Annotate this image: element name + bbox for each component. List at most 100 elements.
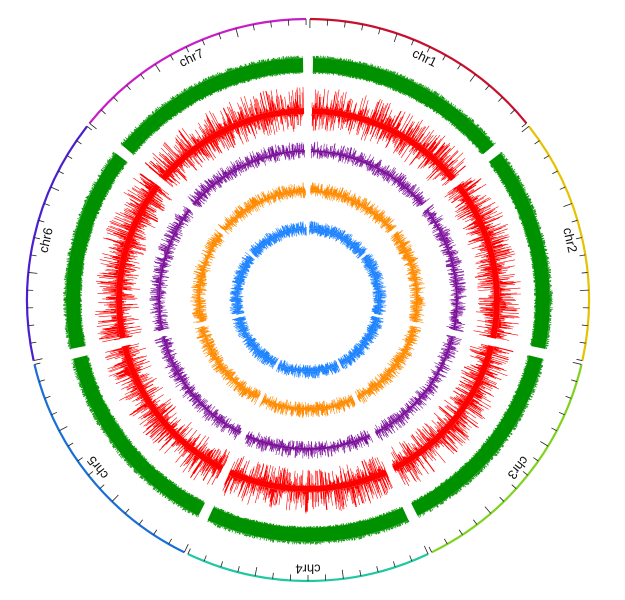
track-baseline-chr4 [262, 398, 354, 410]
track-track5 [229, 221, 387, 379]
histogram-bars-chr3 [374, 334, 462, 441]
tick-mark [203, 555, 207, 562]
tick-mark [51, 411, 58, 416]
tick-mark [521, 126, 530, 133]
tick-mark [220, 561, 224, 568]
tick-mark [153, 529, 158, 535]
ideogram-arc-chr5 [33, 364, 185, 554]
tick-mark [154, 63, 161, 72]
tick-mark [376, 566, 379, 573]
histogram-bars-chr7 [144, 87, 304, 188]
density-band-chr3 [411, 355, 543, 516]
tick-mark [33, 237, 40, 240]
tick-mark [272, 572, 274, 579]
tick-mark [393, 33, 398, 43]
tick-mark [59, 426, 68, 432]
density-band-chr5 [73, 355, 205, 516]
tick-mark [252, 24, 255, 31]
histogram-bars-chr5 [232, 316, 279, 370]
density-spikes [71, 355, 205, 518]
tick-mark [444, 538, 448, 545]
tick-mark [423, 545, 429, 555]
histogram-bars-chr7 [187, 142, 305, 208]
histogram-bars-chr3 [391, 343, 514, 486]
tick-mark [558, 411, 565, 416]
tick-mark [235, 28, 239, 38]
density-spikes [207, 505, 410, 545]
tick-mark [270, 21, 272, 28]
tick-mark [88, 471, 94, 476]
tick-mark [34, 362, 41, 365]
track-baseline-chr6 [197, 233, 223, 323]
tick-mark [341, 569, 344, 579]
tick-mark [411, 39, 415, 46]
histogram-bars-chr6 [229, 252, 256, 315]
tick-mark [521, 122, 527, 128]
tick-mark [66, 155, 73, 159]
density-spikes [63, 151, 128, 350]
tick-mark [254, 567, 258, 577]
tick-mark [30, 341, 37, 344]
tick-mark [76, 140, 82, 145]
tick-mark [58, 170, 64, 175]
data-tracks [63, 55, 553, 545]
density-spikes [411, 354, 544, 518]
tick-mark [442, 54, 446, 61]
tick-mark [168, 538, 172, 545]
chromosome-label-chr5: chr5 [84, 453, 111, 482]
tick-mark [38, 379, 45, 382]
track-track4 [190, 182, 426, 418]
histogram-bars-chr6 [190, 229, 225, 323]
ideogram-arc-chr3 [431, 364, 583, 554]
track-track2 [94, 87, 521, 514]
tick-mark [510, 109, 516, 115]
tick-mark [30, 254, 37, 257]
tick-mark [572, 361, 582, 365]
tick-mark [579, 341, 586, 344]
ideogram-arc-chr4 [187, 553, 429, 583]
tick-mark [113, 96, 118, 102]
tick-mark [458, 529, 463, 535]
tick-mark [89, 122, 97, 130]
density-spikes [312, 55, 496, 155]
tick-mark [559, 186, 566, 190]
track-baseline-chr4 [245, 434, 371, 450]
tick-mark [576, 358, 583, 362]
density-band-chr7 [121, 58, 304, 155]
tick-mark [576, 237, 583, 240]
tick-mark [218, 33, 222, 40]
chromosome-label-chr2: chr2 [560, 226, 580, 254]
tick-mark [170, 54, 174, 61]
tick-mark [33, 358, 43, 362]
tick-mark [457, 63, 462, 70]
density-band-chr1 [312, 58, 495, 155]
tick-mark [237, 566, 240, 573]
tick-mark [359, 570, 362, 577]
tick-mark [28, 272, 38, 274]
density-band-chr2 [489, 153, 550, 349]
histogram-bars-chr1 [309, 221, 368, 259]
track-baseline-chr2 [425, 208, 458, 331]
tick-mark [473, 519, 478, 525]
tick-mark [67, 442, 74, 447]
tick-mark [499, 496, 505, 502]
tick-mark [571, 219, 578, 223]
track-baseline-chr4 [278, 363, 338, 372]
track-track1 [63, 55, 553, 545]
tick-mark [126, 85, 131, 91]
histogram-bars-chr7 [249, 221, 307, 259]
tick-mark [498, 96, 503, 102]
ideogram-ring [25, 17, 591, 583]
tick-mark [522, 471, 528, 476]
tick-mark [540, 441, 549, 447]
tick-mark [138, 519, 143, 525]
tick-mark [50, 186, 60, 192]
track-baseline-chr3 [374, 335, 454, 434]
track-baseline-chr6 [235, 256, 253, 315]
histogram-bars-chr4 [222, 456, 393, 514]
tick-mark [344, 21, 346, 28]
chromosome-label-chr3: chr3 [505, 453, 532, 482]
tick-mark [124, 508, 130, 514]
tick-mark [28, 324, 35, 326]
